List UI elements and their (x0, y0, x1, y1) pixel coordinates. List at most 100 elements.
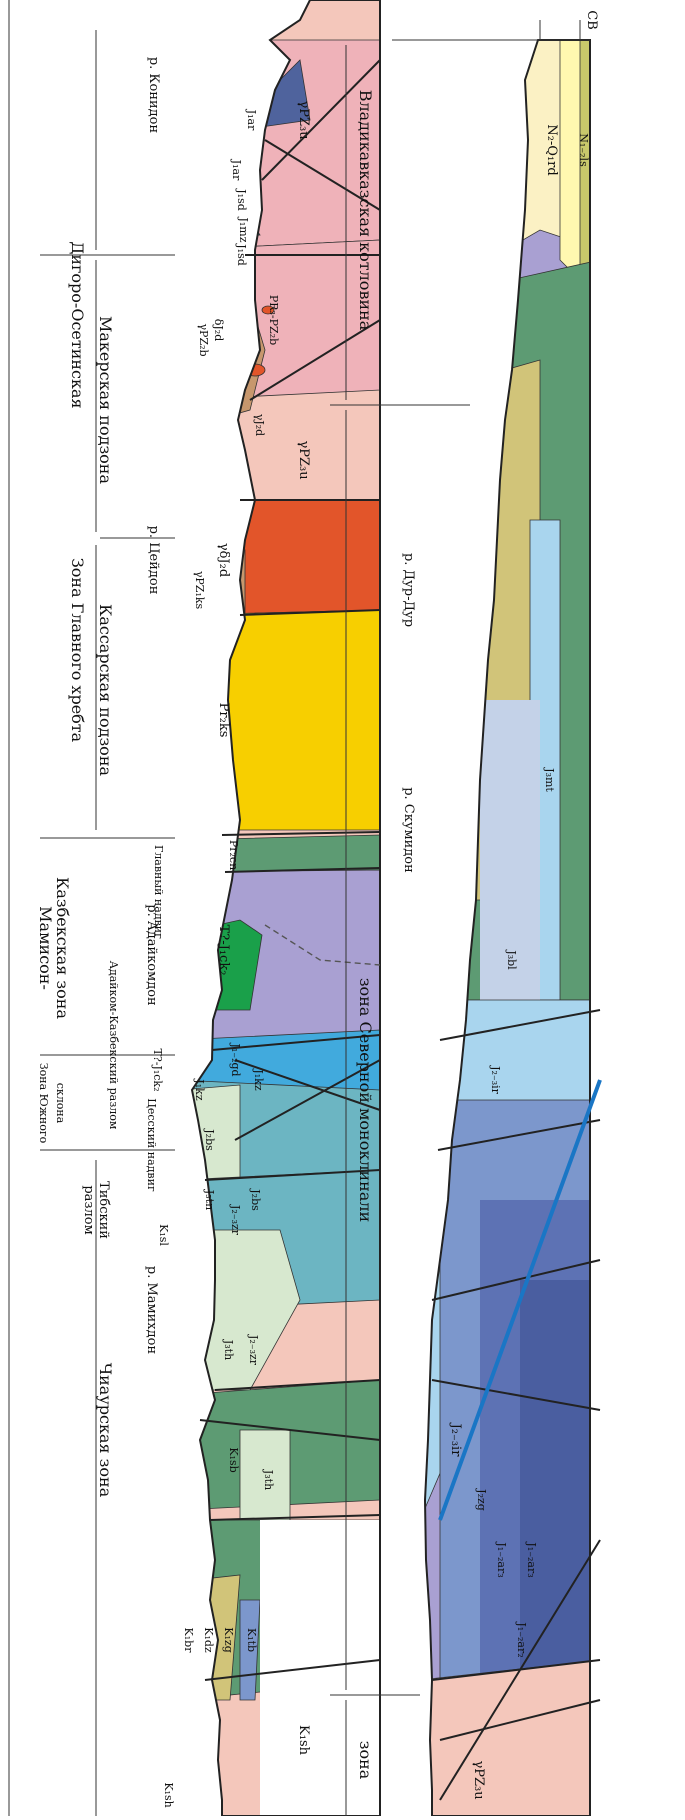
label-ypz3u-mid-wrap: γPZ₃u (296, 440, 311, 479)
label-j3th-a-wrap: J₃th (222, 1339, 235, 1360)
label-chiaurskaya: Чиаурская зона (96, 1363, 115, 1498)
contact-b1 (439, 1009, 601, 1041)
label-k1tb-wrap: K₁tb (245, 1628, 258, 1652)
contact-h (214, 1379, 381, 1391)
label-r-dur-dur: р. Дур-Дур (401, 553, 416, 627)
label-j1kz-b-wrap: J₁kz (252, 1068, 265, 1090)
fault-a (264, 139, 381, 211)
fault-c (249, 319, 381, 401)
label-r-tseydon: р. Цейдон (146, 526, 161, 595)
contact-b5 (431, 1659, 601, 1681)
label-glavnyi-nadvig: Главный надвиг (152, 845, 165, 939)
label-j1kz-a-wrap: J₁kz (193, 1078, 206, 1100)
label-k1sl-wrap: K₁sl (157, 1224, 170, 1246)
label-j23ir-a-wrap: J₂₋₃ir (489, 1065, 502, 1095)
label-k1sb: K₁sb (227, 1447, 240, 1472)
label-k1br-wrap: K₁br (182, 1628, 195, 1654)
label-j1kz-b: J₁kz (252, 1068, 265, 1090)
label-j2zg: J₂zg (475, 1488, 488, 1511)
label-j1sd-a-wrap: J₁sd (235, 188, 248, 211)
label-kassarskaya-wrap: Кассарская подзона (96, 604, 115, 776)
label-ypz3u-top: γPZ₃u (296, 100, 311, 139)
label-j12ar2-wrap: J₁₋₂ar₂ (515, 1621, 528, 1657)
label-j1ar-a: J₁ar (245, 109, 258, 131)
unit-pr2ks-yellow (192, 609, 380, 831)
unit-dj2d-red (192, 499, 380, 616)
label-tsessky-nadvig: Цесский надвиг (145, 1098, 158, 1192)
label-pr3pz2b-wrap: PR₃-PZ₂b (267, 295, 280, 345)
label-j23zr-b: J₂₋₃zr (247, 1334, 260, 1366)
label-k1zg-wrap: K₁zg (222, 1627, 235, 1652)
unit-k1sh-white (260, 1520, 380, 1816)
label-j3th-b: J₃th (262, 1469, 275, 1490)
label-j23zr-a-wrap: J₂₋₃zr (229, 1204, 242, 1236)
label-n2q1rd: N₂-Q₁rd (544, 124, 559, 175)
label-k1zg: K₁zg (222, 1627, 235, 1652)
label-ypz3u-bottom-wrap: γPZ₃u (471, 1760, 486, 1799)
label-j3tn: J₃tn (203, 1189, 216, 1210)
label-yuzhnogo-2-wrap: склона (54, 1083, 67, 1124)
label-j12gd-wrap: J₁₋₂gd (229, 1042, 242, 1076)
intrusion-red-d (261, 305, 275, 315)
label-j3bl-wrap: J₃bl (505, 949, 518, 970)
label-ypz2b: γPZ₂b (197, 323, 210, 356)
label-j12ar3-a: J₁₋₂ar₃ (495, 1541, 508, 1577)
unit-digoro-pink (192, 39, 380, 251)
contact-f (211, 1034, 381, 1051)
contact-d (221, 831, 381, 836)
label-j2bs-b: J₂bs (249, 1188, 262, 1211)
label-cb-wrap: СВ (584, 10, 599, 30)
label-j1ar-a-wrap: J₁ar (245, 109, 258, 131)
label-ypz2b-wrap: γPZ₂b (197, 323, 210, 356)
label-pr2cn-wrap: Pr₂cn (227, 840, 240, 870)
label-kazbekskaya-wrap: Казбекская зона (53, 877, 72, 1019)
label-adaikom-fault-wrap: Адайком-Казбекский разлом (107, 961, 120, 1130)
label-tibsky-word: Тибский (96, 1181, 111, 1239)
label-glavnogo-wrap: Зона Главного хребта (68, 558, 87, 743)
unit-dark-blue-a (192, 59, 311, 131)
contact-j (199, 1419, 381, 1441)
label-razlom-word: разлом (81, 1185, 96, 1234)
label-j12ar3-b-wrap: J₁₋₂ar₃ (525, 1541, 538, 1577)
bottom-section-contacts (431, 1009, 601, 1801)
label-ypz3u-top-wrap: γPZ₃u (296, 100, 311, 139)
label-kazbekskaya: Казбекская зона (53, 877, 72, 1019)
label-k1dz: K₁dz (202, 1627, 215, 1653)
label-konpidon-wrap: р. Конидон (146, 57, 161, 133)
label-j23zr-b-wrap: J₂₋₃zr (247, 1334, 260, 1366)
label-j3tn-wrap: J₃tn (203, 1189, 216, 1210)
label-k1sh-a: K₁sh (296, 1725, 311, 1756)
label-dj2d-small: δJ₂d (212, 319, 225, 341)
label-n12ls: N₁₋₂ls (577, 133, 590, 167)
label-dur-dur-wrap: р. Дур-Дур (401, 553, 416, 627)
label-tj1ck2-a-wrap: T?-J₁ck₂ (216, 925, 231, 976)
contact-g (204, 1169, 381, 1181)
fault-e (234, 1059, 381, 1141)
dashed-contact (264, 924, 381, 966)
label-tj1ck2-b: T?-J₁ck₂ (151, 1048, 164, 1091)
label-mamison: Мамисон- (36, 906, 55, 990)
label-j2zg-wrap: J₂zg (475, 1488, 488, 1511)
label-r-skumidon: р. Скумидон (401, 787, 416, 873)
label-k1dz-wrap: K₁dz (202, 1627, 215, 1653)
label-yuzhnogo-sklona-2: склона (54, 1083, 67, 1124)
label-k1sb-wrap: K₁sb (227, 1447, 240, 1472)
contact-b2 (437, 1119, 601, 1151)
contact-i (209, 1514, 381, 1521)
label-j1sd-b: J₁sd (235, 243, 248, 266)
fault-d (234, 1059, 381, 1111)
label-j3bl: J₃bl (505, 949, 518, 970)
unit-ypz1ks (192, 549, 246, 616)
label-j12ar3-a-wrap: J₁₋₂ar₃ (495, 1541, 508, 1577)
label-pr2ks-wrap: Pr₂ks (216, 703, 231, 738)
label-yj2d-wrap: γJ₂d (253, 414, 266, 436)
contact-k (204, 1659, 381, 1681)
label-tj1ck2-a: T?-J₁ck₂ (216, 925, 231, 976)
label-j1mz-a: J₁mz (237, 216, 250, 242)
label-vladikavkaz: Владикавказская котловина (356, 90, 375, 331)
label-j1ar-b-wrap: J₁ar (230, 159, 243, 181)
label-glavnogo-khrebta: Зона Главного хребта (68, 558, 87, 743)
label-yuzhnogo-1-wrap: Зона Южного (37, 1063, 50, 1144)
label-ypz1ks-wrap: γPZ₁ks (193, 571, 206, 610)
fault-b (261, 59, 381, 181)
